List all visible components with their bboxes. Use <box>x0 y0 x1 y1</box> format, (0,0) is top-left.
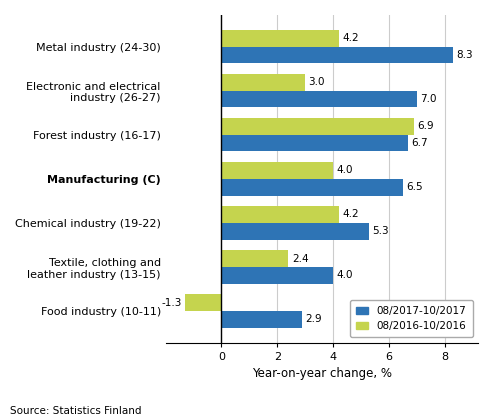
Text: 4.0: 4.0 <box>336 166 353 176</box>
Text: 6.9: 6.9 <box>417 121 434 131</box>
Bar <box>185 294 221 311</box>
Bar <box>221 206 339 223</box>
Legend: 08/2017-10/2017, 08/2016-10/2016: 08/2017-10/2017, 08/2016-10/2016 <box>350 300 473 337</box>
Bar <box>221 91 417 107</box>
Text: 4.2: 4.2 <box>342 210 358 220</box>
Bar <box>221 118 414 135</box>
Bar <box>221 223 369 240</box>
Bar <box>221 267 333 284</box>
Text: 2.9: 2.9 <box>306 314 322 324</box>
Text: Source: Statistics Finland: Source: Statistics Finland <box>10 406 141 416</box>
Text: 3.0: 3.0 <box>309 77 325 87</box>
Text: 7.0: 7.0 <box>420 94 436 104</box>
Bar <box>221 311 302 328</box>
Bar <box>221 250 288 267</box>
Bar <box>221 30 339 47</box>
Text: 2.4: 2.4 <box>292 254 309 264</box>
Text: 8.3: 8.3 <box>456 50 473 60</box>
Bar <box>221 162 333 179</box>
Bar <box>221 135 408 151</box>
X-axis label: Year-on-year change, %: Year-on-year change, % <box>252 367 392 380</box>
Text: 6.5: 6.5 <box>406 182 423 192</box>
Text: 4.0: 4.0 <box>336 270 353 280</box>
Text: 4.2: 4.2 <box>342 33 358 43</box>
Bar <box>221 179 403 196</box>
Bar <box>221 47 453 63</box>
Text: 6.7: 6.7 <box>412 138 428 148</box>
Text: 5.3: 5.3 <box>373 226 389 236</box>
Bar <box>221 74 305 91</box>
Text: -1.3: -1.3 <box>162 297 182 307</box>
